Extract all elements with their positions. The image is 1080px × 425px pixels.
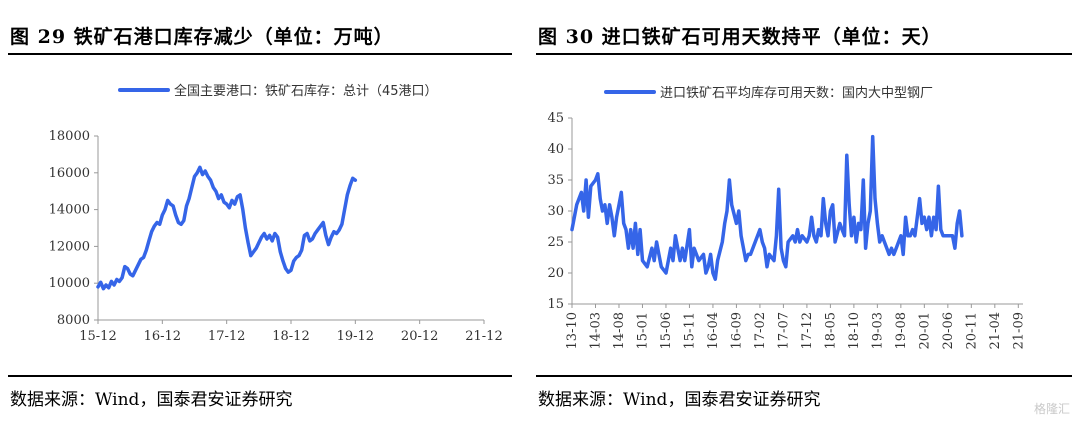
- legend-label: 进口铁矿石平均库存可用天数：国内大中型钢厂: [660, 85, 933, 101]
- y-tick-label: 30: [547, 204, 564, 219]
- x-tick-label: 21-09: [1011, 312, 1026, 349]
- y-tick-label: 14000: [49, 203, 90, 218]
- watermark-logo: 格隆汇: [1033, 402, 1070, 416]
- right-source-rule: [536, 375, 1072, 377]
- y-tick-label: 25: [547, 235, 564, 250]
- legend-label: 全国主要港口：铁矿石库存：总计（45港口）: [174, 83, 438, 99]
- left-chart: 8000 10000 12000 14000 16000 18000 15-12 16-12 1…: [49, 83, 503, 344]
- x-tick-label: 19-03: [870, 312, 885, 349]
- y-tick-label: 8000: [57, 313, 90, 328]
- y-tick-label: 10000: [49, 276, 90, 291]
- x-tick-label: 15-01: [635, 312, 650, 349]
- right-chart-panel: 图 30 进口铁矿石可用天数持平（单位：天） 15 20 25 30 35 40 45 13-…: [528, 0, 1080, 425]
- x-tick-label: 18-12: [272, 329, 309, 344]
- x-tick-label: 13-10: [565, 312, 580, 349]
- x-tick-label: 19-08: [894, 312, 909, 349]
- y-tick-label: 15: [547, 297, 564, 312]
- x-tick-label: 16-09: [729, 312, 744, 349]
- x-tick-label: 18-05: [823, 312, 838, 349]
- y-tick-label: 16000: [49, 166, 90, 181]
- left-title-rule: [8, 53, 512, 55]
- x-tick-label: 17-07: [776, 312, 791, 349]
- x-tick-label: 20-01: [917, 312, 932, 349]
- left-source-text: 数据来源：Wind，国泰君安证券研究: [10, 390, 293, 410]
- x-tick-label: 17-12: [208, 329, 245, 344]
- x-tick-label: 17-12: [800, 312, 815, 349]
- x-tick-label: 20-12: [401, 329, 438, 344]
- x-tick-label: 15-11: [682, 312, 697, 349]
- right-title-rule: [536, 53, 1072, 55]
- x-tick-label: 20-11: [964, 312, 979, 349]
- left-source-rule: [8, 375, 512, 377]
- x-tick-label: 18-10: [847, 312, 862, 349]
- y-tick-label: 12000: [49, 239, 90, 254]
- x-tick-label: 14-03: [588, 312, 603, 349]
- x-tick-label: 14-08: [612, 312, 627, 349]
- x-tick-label: 15-12: [79, 329, 116, 344]
- x-tick-label: 21-12: [465, 329, 502, 344]
- series-line: [96, 165, 358, 291]
- x-tick-label: 21-04: [988, 312, 1003, 349]
- right-source-text: 数据来源：Wind，国泰君安证券研究: [538, 390, 821, 410]
- x-tick-label: 16-12: [144, 329, 181, 344]
- x-tick-label: 20-06: [941, 312, 956, 349]
- right-chart-title: 图 30 进口铁矿石可用天数持平（单位：天）: [538, 26, 942, 48]
- x-tick-label: 16-04: [706, 312, 721, 349]
- x-tick-label: 19-12: [337, 329, 374, 344]
- y-tick-label: 20: [547, 266, 564, 281]
- y-tick-label: 18000: [49, 129, 90, 144]
- y-tick-label: 35: [547, 173, 564, 188]
- y-tick-label: 40: [547, 142, 564, 157]
- left-chart-title: 图 29 铁矿石港口库存减少（单位：万吨）: [10, 26, 394, 48]
- x-tick-label: 15-06: [659, 312, 674, 349]
- right-chart: 15 20 25 30 35 40 45 13-10 14-03 14-08 15-01 15-06 1…: [547, 85, 1026, 349]
- x-tick-label: 17-02: [753, 312, 768, 349]
- y-tick-label: 45: [547, 111, 564, 126]
- series-line: [570, 134, 964, 281]
- left-chart-panel: 图 29 铁矿石港口库存减少（单位：万吨） 8000 10000 12000 1400…: [0, 0, 520, 425]
